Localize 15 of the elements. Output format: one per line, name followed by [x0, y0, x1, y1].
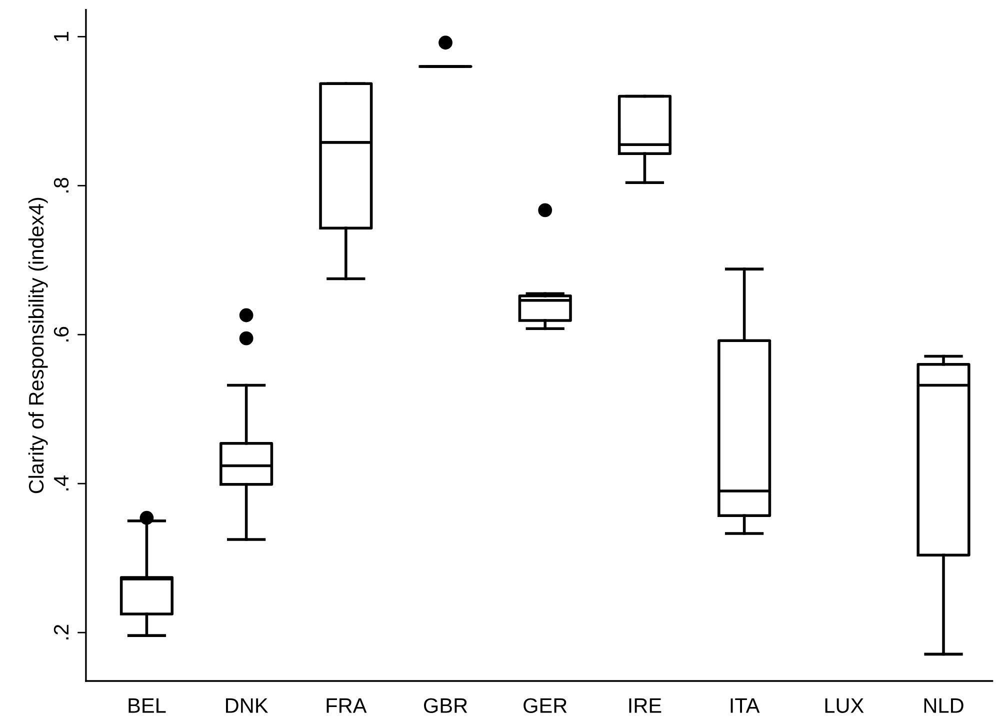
y-tick-label: .2: [54, 624, 68, 640]
x-tick-label: FRA: [326, 698, 367, 713]
y-axis-title: Clarity of Responsibility (index4): [28, 198, 48, 494]
x-tick-label: NLD: [924, 698, 964, 713]
y-tick-label: 1: [54, 32, 68, 41]
y-tick-label: .8: [54, 178, 69, 192]
x-tick-label: GER: [524, 698, 567, 713]
x-tick-label: LUX: [825, 698, 864, 713]
y-tick-label: .6: [54, 326, 69, 342]
x-tick-label: DNK: [226, 698, 268, 713]
x-tick-label: GBR: [424, 698, 468, 713]
y-tick-label: .4: [54, 476, 68, 490]
x-tick-label: IRE: [629, 698, 662, 713]
x-tick-label: ITA: [730, 698, 760, 713]
x-tick-label: BEL: [128, 698, 166, 713]
